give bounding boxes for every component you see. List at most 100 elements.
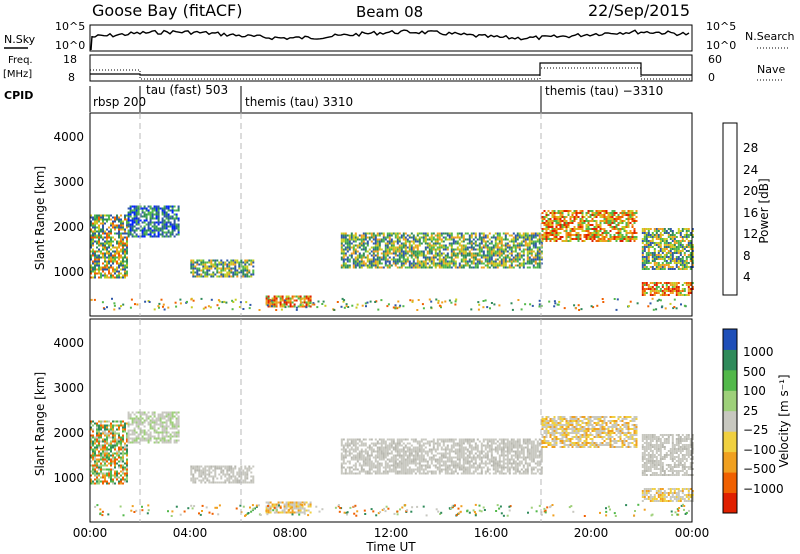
heatmap-cell-power <box>540 252 543 255</box>
heatmap-cell-velocity <box>122 428 124 431</box>
heatmap-cell-power <box>540 246 543 249</box>
heatmap-cell-power <box>486 260 489 263</box>
heatmap-cell-power <box>647 262 650 264</box>
heatmap-cell-power <box>153 231 156 234</box>
heatmap-cell-power <box>104 256 106 259</box>
heatmap-cell-velocity <box>356 438 359 441</box>
heatmap-cell-power <box>408 236 411 239</box>
heatmap-cell-velocity <box>104 468 106 471</box>
heatmap-cell-power <box>659 256 662 258</box>
heatmap-cell-power <box>171 227 174 230</box>
heatmap-cell-power <box>563 240 566 242</box>
heatmap-cell-velocity <box>112 420 114 423</box>
heatmap-cell-power <box>655 254 658 256</box>
heatmap-cell-power <box>368 262 371 265</box>
heatmap-cell-velocity <box>204 475 207 478</box>
heatmap-cell-power <box>398 254 401 257</box>
heatmap-cell-power <box>388 266 391 269</box>
heatmap-cell-power <box>685 284 688 286</box>
heatmap-cell-velocity <box>108 472 110 475</box>
heatmap-cell-velocity <box>360 456 363 459</box>
heatmap-cell-power <box>619 238 622 240</box>
heatmap-cell-power <box>524 236 527 239</box>
heatmap-cell-power <box>307 299 310 302</box>
heatmap-cell-velocity <box>108 458 110 461</box>
heatmap-cell-power <box>208 267 211 270</box>
heatmap-cell-power <box>246 259 249 262</box>
heatmap-cell-power <box>218 261 221 264</box>
heatmap-cell-power <box>679 234 682 236</box>
heatmap-cell-power <box>116 268 118 271</box>
heatmap-cell-power <box>541 216 544 218</box>
heatmap-cell-velocity <box>200 473 203 476</box>
heatmap-cell-power <box>410 256 413 259</box>
heatmap-cell-velocity <box>171 411 174 414</box>
heatmap-cell-velocity <box>370 468 373 471</box>
heatmap-cell-power <box>370 254 373 257</box>
heatmap-cell-velocity <box>378 472 381 475</box>
heatmap-cell-velocity <box>238 473 241 476</box>
heatmap-cell-power <box>589 232 592 234</box>
heatmap-cell-power <box>675 284 678 286</box>
heatmap-cell-power <box>248 307 251 310</box>
heatmap-cell-power <box>619 234 622 236</box>
noise-sky-trace <box>90 29 690 51</box>
heatmap-cell-power <box>135 207 138 210</box>
heatmap-cell-power <box>508 252 511 255</box>
heatmap-cell-power <box>94 218 96 221</box>
heatmap-cell-power <box>394 232 397 235</box>
heatmap-cell-power <box>617 218 620 220</box>
heatmap-cell-power <box>94 276 96 279</box>
heatmap-cell-power <box>677 286 680 288</box>
heatmap-cell-velocity <box>368 458 371 461</box>
heatmap-cell-power <box>482 236 485 239</box>
heatmap-cell-power <box>137 205 140 208</box>
heatmap-cell-velocity <box>283 509 286 512</box>
heatmap-cell-power <box>175 305 178 308</box>
heatmap-cell-power <box>506 256 509 259</box>
heatmap-cell-velocity <box>126 466 128 469</box>
heatmap-cell-power <box>655 242 658 244</box>
heatmap-cell-velocity <box>208 469 211 472</box>
heatmap-cell-velocity <box>135 439 138 442</box>
heatmap-cell-velocity <box>133 439 136 442</box>
heatmap-cell-power <box>98 242 100 245</box>
heatmap-cell-power <box>493 303 496 306</box>
heatmap-cell-power <box>561 210 564 212</box>
heatmap-cell-power <box>490 250 493 253</box>
heatmap-cell-power <box>462 254 465 257</box>
heatmap-cell-power <box>557 220 560 222</box>
heatmap-cell-velocity <box>368 468 371 471</box>
heatmap-cell-power <box>520 234 523 237</box>
heatmap-cell-power <box>691 248 694 250</box>
heatmap-cell-power <box>657 254 660 256</box>
heatmap-cell-power <box>430 300 433 303</box>
heatmap-cell-velocity <box>98 466 100 469</box>
heatmap-cell-velocity <box>94 422 96 425</box>
heatmap-cell-power <box>426 250 429 253</box>
heatmap-cell-power <box>581 218 584 220</box>
heatmap-cell-power <box>538 236 541 239</box>
heatmap-cell-velocity <box>137 433 140 436</box>
heatmap-cell-power <box>436 246 439 249</box>
heatmap-cell-power <box>404 262 407 265</box>
heatmap-cell-power <box>462 248 465 251</box>
heatmap-cell-velocity <box>376 466 379 469</box>
heatmap-cell-power <box>528 248 531 251</box>
heatmap-cell-velocity <box>222 469 225 472</box>
heatmap-cell-velocity <box>216 477 219 480</box>
heatmap-cell-power <box>131 209 134 212</box>
heatmap-cell-power <box>579 212 582 214</box>
heatmap-cell-velocity <box>354 462 357 465</box>
heatmap-cell-velocity <box>230 477 233 480</box>
heatmap-cell-power <box>448 266 451 269</box>
heatmap-cell-power <box>126 218 128 221</box>
heatmap-cell-velocity <box>366 464 369 467</box>
heatmap-cell-velocity <box>169 435 172 438</box>
heatmap-cell-velocity <box>246 469 249 472</box>
heatmap-cell-power <box>669 302 672 305</box>
heatmap-cell-power <box>305 297 308 300</box>
heatmap-cell-power <box>599 226 602 228</box>
heatmap-cell-power <box>541 238 544 240</box>
heatmap-cell-power <box>661 294 664 296</box>
